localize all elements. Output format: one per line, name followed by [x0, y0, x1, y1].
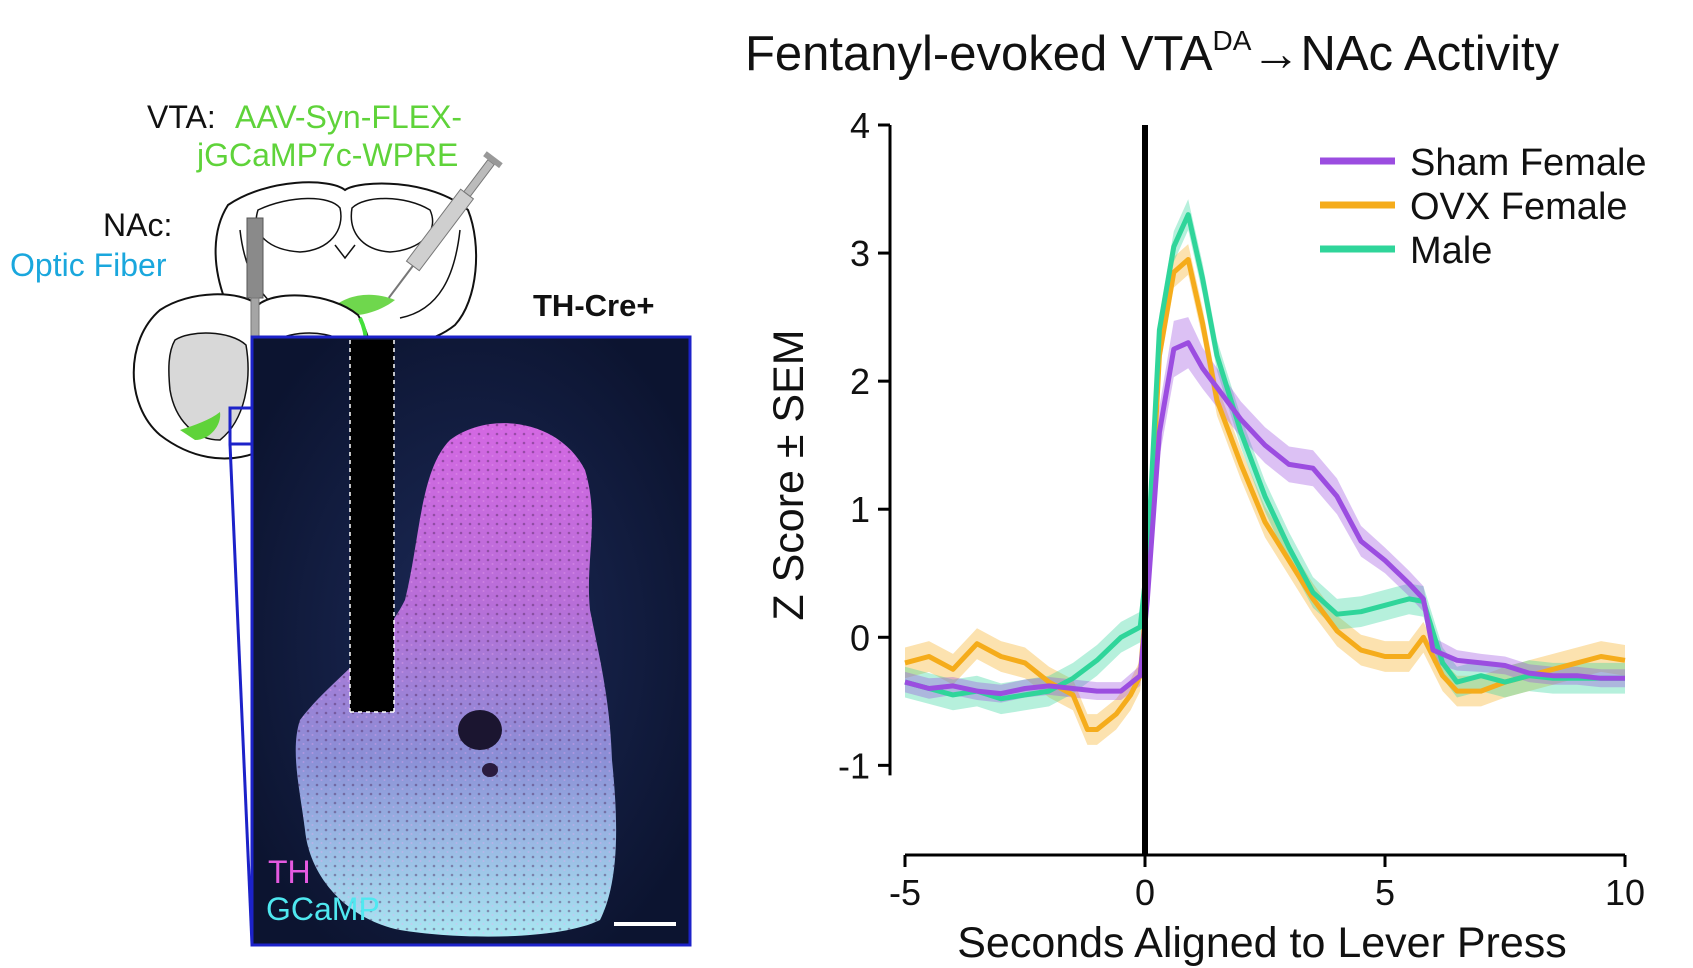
sem-bands — [905, 199, 1625, 745]
y-tick-label: 1 — [850, 489, 870, 530]
y-tick-label: -1 — [838, 745, 870, 786]
fiber-track — [350, 340, 394, 712]
legend-label-ovx: OVX Female — [1410, 186, 1628, 228]
series-line-ovx — [904, 257, 1626, 732]
nac-label: NAc: — [103, 207, 172, 243]
legend-label-sham: Sham Female — [1410, 142, 1647, 184]
vta-virus-line2: jGCaMP7c-WPRE — [196, 137, 458, 173]
x-tick-label: 5 — [1375, 872, 1395, 913]
chart-axes — [888, 125, 1625, 857]
y-tick-label: 0 — [850, 617, 870, 658]
surgery-schematic: VTA: AAV-Syn-FLEX- jGCaMP7c-WPRE NAc: Op… — [10, 99, 691, 946]
gcamp-stain-label: GCaMP — [266, 891, 380, 927]
y-tick-label: 4 — [850, 105, 870, 146]
optic-fiber-ferrule — [246, 217, 264, 299]
series-line-sham — [904, 340, 1625, 697]
nac-fiber-label: Optic Fiber — [10, 247, 167, 283]
histology-micrograph: TH GCaMP — [250, 335, 692, 947]
x-tick-label: 10 — [1605, 872, 1645, 913]
title-tail: →NAc Activity — [1251, 27, 1559, 81]
mouse-line-label: TH-Cre+ — [533, 288, 654, 323]
x-tick-label: 0 — [1135, 872, 1155, 913]
y-tick-label: 2 — [850, 361, 870, 402]
y-ticks: 4 3 2 1 0 -1 — [838, 105, 890, 786]
x-tick-label: -5 — [889, 872, 921, 913]
title-main: Fentanyl-evoked VTA — [745, 27, 1213, 81]
vta-virus-line1: AAV-Syn-FLEX- — [235, 99, 462, 135]
title-superscript: DA — [1213, 25, 1252, 56]
zoom-line-bottom — [228, 443, 254, 946]
legend-label-male: Male — [1410, 230, 1492, 272]
scale-bar — [614, 922, 676, 926]
series-line-male — [904, 212, 1625, 702]
y-axis-label: Z Score ± SEM — [765, 329, 813, 620]
svg-text:Fentanyl-evoked VTADA→NAc Acti: Fentanyl-evoked VTADA→NAc Activity — [745, 25, 1560, 81]
figure-title: Fentanyl-evoked VTADA→NAc Activity — [745, 25, 1560, 81]
vta-label: VTA: — [147, 99, 216, 135]
syringe-icon — [388, 151, 503, 299]
x-ticks: -5 0 5 10 — [889, 855, 1645, 913]
th-stain-label: TH — [268, 854, 311, 890]
x-axis-label: Seconds Aligned to Lever Press — [957, 919, 1567, 967]
y-tick-label: 3 — [850, 233, 870, 274]
series-lines — [904, 212, 1626, 732]
